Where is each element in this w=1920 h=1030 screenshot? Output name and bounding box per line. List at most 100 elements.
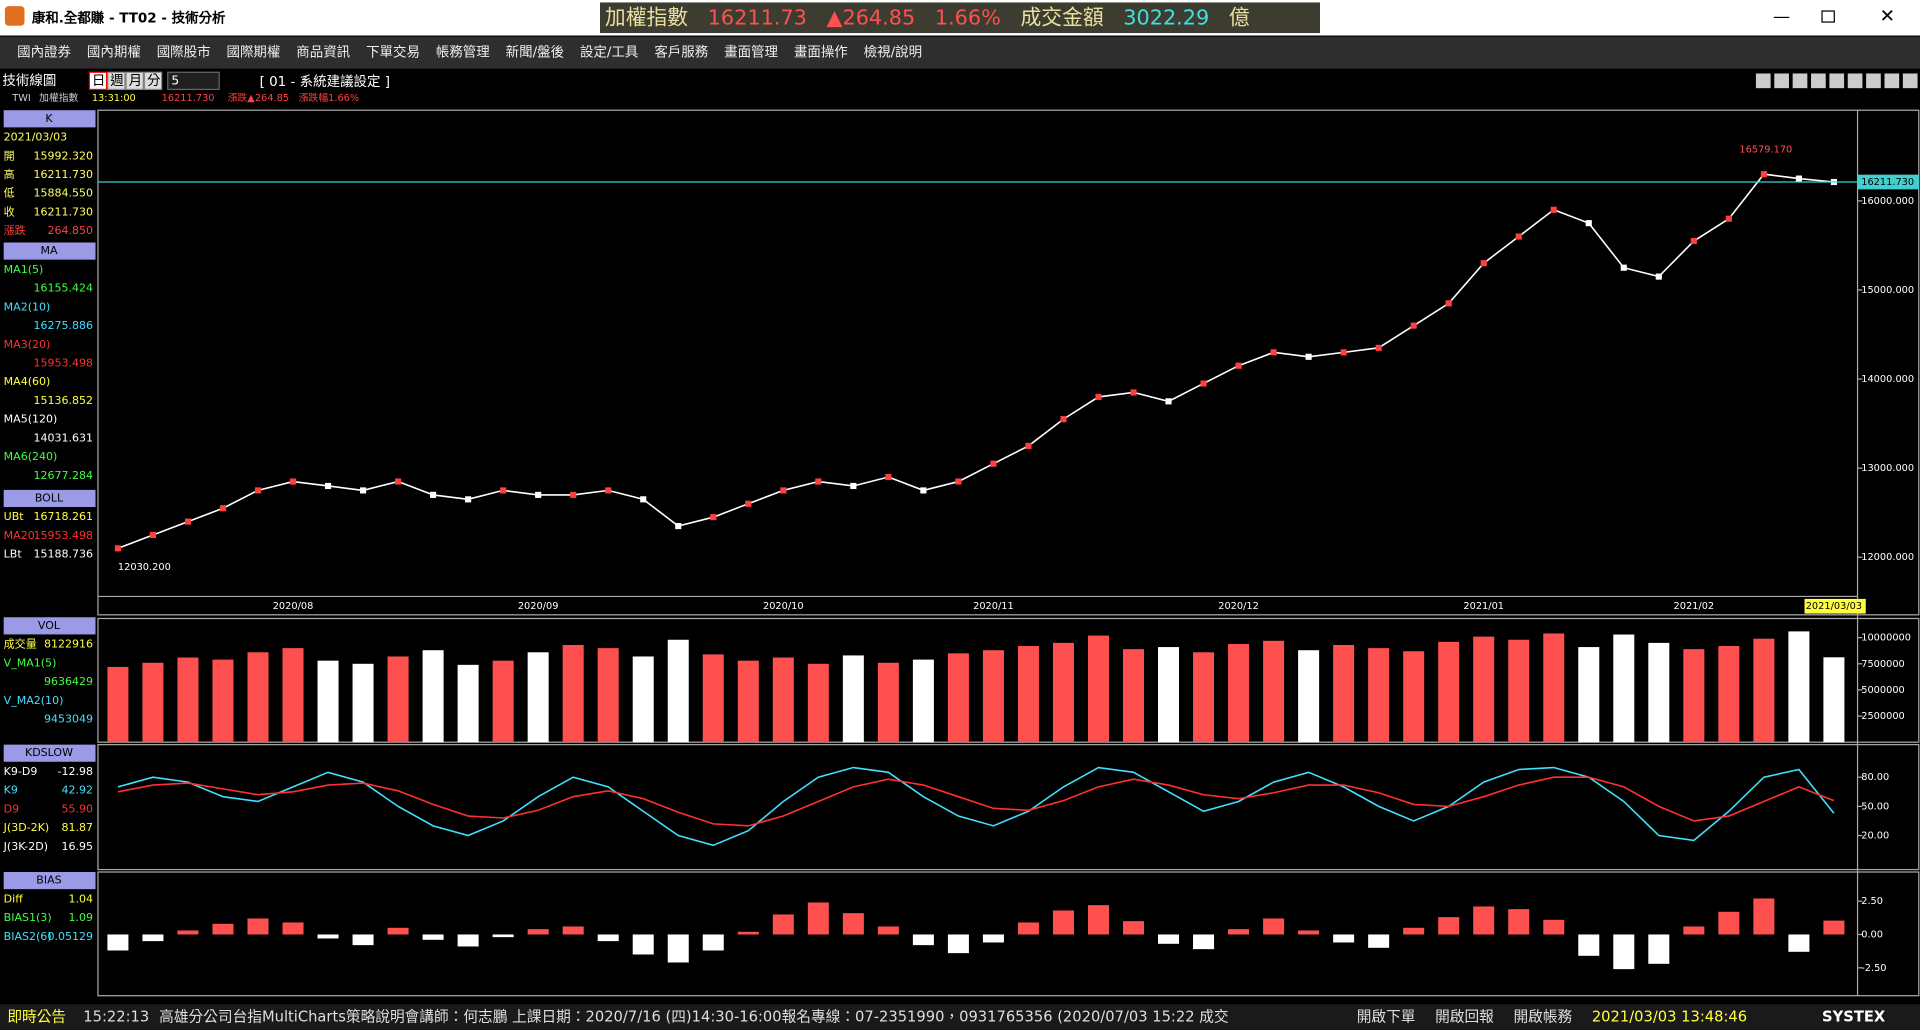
bar bbox=[422, 650, 444, 743]
price-point bbox=[1060, 416, 1067, 423]
status-message: 高雄分公司台指MultiCharts策略說明會講師：何志鵬 上課日期：2020/… bbox=[159, 1008, 1229, 1026]
price-point bbox=[254, 487, 262, 494]
menu-item[interactable]: 畫面操作 bbox=[794, 45, 848, 61]
period-label[interactable]: 月 bbox=[129, 73, 142, 89]
menu-item[interactable]: 商品資訊 bbox=[296, 45, 350, 61]
row-label: V_MA2(10) bbox=[4, 694, 64, 707]
close[interactable]: ✕ bbox=[1880, 6, 1895, 27]
period-button[interactable] bbox=[107, 71, 126, 91]
bar bbox=[947, 653, 969, 743]
section-title: KDSLOW bbox=[25, 746, 73, 759]
price-point bbox=[184, 518, 192, 525]
price-point bbox=[1165, 398, 1172, 405]
bar bbox=[562, 644, 584, 743]
tool-icon[interactable] bbox=[1811, 73, 1826, 89]
row-value: 14031.631 bbox=[33, 431, 93, 444]
price-point bbox=[675, 523, 682, 530]
row-label: 開 bbox=[4, 149, 15, 162]
menu-item[interactable]: 畫面管理 bbox=[724, 44, 778, 61]
price-point bbox=[955, 478, 962, 485]
bar bbox=[1473, 906, 1495, 935]
menu-item[interactable]: 客戶服務 bbox=[654, 44, 708, 61]
period-label[interactable]: 日 bbox=[92, 73, 105, 89]
price-point bbox=[1655, 273, 1662, 280]
row-value: 15953.498 bbox=[33, 356, 93, 369]
status-button[interactable]: 開啟回報 bbox=[1435, 1009, 1494, 1026]
row-value: 81.87 bbox=[62, 821, 94, 834]
bar bbox=[1438, 641, 1460, 743]
bar bbox=[1228, 929, 1250, 935]
menu-item[interactable]: 檢視/說明 bbox=[864, 44, 922, 61]
status-button[interactable]: 開啟下單 bbox=[1357, 1009, 1416, 1026]
bar bbox=[1368, 648, 1390, 743]
tool-icon[interactable] bbox=[1866, 73, 1881, 89]
bar bbox=[1753, 898, 1775, 935]
menu-item[interactable]: 國內證券 bbox=[17, 44, 71, 61]
toolbar-label: 技術線圖 bbox=[2, 73, 56, 89]
bar bbox=[702, 654, 724, 743]
period-label[interactable]: 週 bbox=[110, 73, 124, 89]
panel-frames bbox=[97, 109, 1920, 997]
series-line bbox=[117, 776, 1835, 827]
tool-icon[interactable] bbox=[1847, 73, 1863, 89]
period-button[interactable] bbox=[88, 71, 108, 91]
row-label: BIAS1(3) bbox=[4, 911, 52, 924]
y-tick-label: 5000000 bbox=[1861, 685, 1905, 696]
ticker-item: 3022.29 bbox=[1123, 5, 1209, 29]
row-value: 16155.424 bbox=[33, 282, 93, 295]
y-tick-label: 50.00 bbox=[1861, 801, 1889, 812]
row-value: 16275.886 bbox=[33, 319, 93, 332]
tool-icon[interactable] bbox=[1774, 73, 1789, 89]
menu-item[interactable]: 國際股市 bbox=[157, 44, 211, 61]
price-point bbox=[1340, 349, 1347, 356]
bar bbox=[1578, 934, 1600, 956]
bar bbox=[1403, 651, 1425, 743]
menu-item[interactable]: 帳務管理 bbox=[436, 44, 490, 61]
symbol-name: 加權指數 bbox=[39, 91, 78, 104]
price-point bbox=[990, 460, 997, 467]
last-price-box bbox=[1857, 174, 1919, 190]
bar bbox=[457, 934, 479, 947]
bar bbox=[632, 656, 654, 743]
kd-frame bbox=[97, 744, 1920, 871]
bar bbox=[282, 922, 304, 935]
period-input[interactable] bbox=[167, 71, 220, 91]
maximize[interactable] bbox=[1821, 10, 1835, 23]
row-value: 15992.320 bbox=[33, 149, 93, 162]
period-button[interactable] bbox=[125, 71, 144, 91]
tool-icon[interactable] bbox=[1884, 73, 1900, 89]
menu-item[interactable]: 設定/工具 bbox=[580, 45, 638, 61]
tool-icon[interactable] bbox=[1829, 73, 1845, 89]
brand: SYSTEX bbox=[1822, 1009, 1886, 1026]
bar bbox=[1158, 934, 1180, 944]
bar bbox=[842, 913, 864, 935]
bar bbox=[1017, 646, 1039, 743]
bar bbox=[352, 934, 374, 946]
row-value: -12.98 bbox=[58, 765, 94, 778]
period-value[interactable]: 5 bbox=[171, 73, 179, 87]
bar bbox=[1648, 642, 1670, 743]
menu-item[interactable]: 國際期權 bbox=[227, 45, 281, 61]
minimize[interactable]: — bbox=[1773, 7, 1790, 27]
menu-item[interactable]: 新聞/盤後 bbox=[506, 45, 564, 61]
tool-icon[interactable] bbox=[1792, 73, 1808, 89]
bar bbox=[177, 930, 199, 935]
tool-icon[interactable] bbox=[1755, 73, 1771, 89]
ticker-item: 16211.73 bbox=[708, 5, 807, 29]
tool-icon[interactable] bbox=[1902, 73, 1918, 89]
bar bbox=[1473, 636, 1495, 743]
period-button[interactable] bbox=[143, 71, 163, 91]
setting[interactable]: [ 01 - 系統建議設定 ] bbox=[260, 73, 390, 90]
menu-item[interactable]: 下單交易 bbox=[366, 44, 420, 61]
series-line bbox=[117, 766, 1835, 847]
low-label: 12030.200 bbox=[118, 562, 171, 573]
app-icon[interactable] bbox=[4, 6, 25, 26]
ticker-item: 加權指數 bbox=[605, 5, 688, 29]
bar bbox=[247, 918, 269, 935]
bar bbox=[597, 934, 619, 942]
x-tick-label: 2020/08 bbox=[273, 601, 314, 612]
menu-item[interactable]: 國內期權 bbox=[87, 45, 141, 61]
status-button[interactable]: 開啟帳務 bbox=[1513, 1009, 1572, 1026]
period-label[interactable]: 分 bbox=[147, 73, 161, 89]
bar bbox=[1193, 934, 1215, 950]
